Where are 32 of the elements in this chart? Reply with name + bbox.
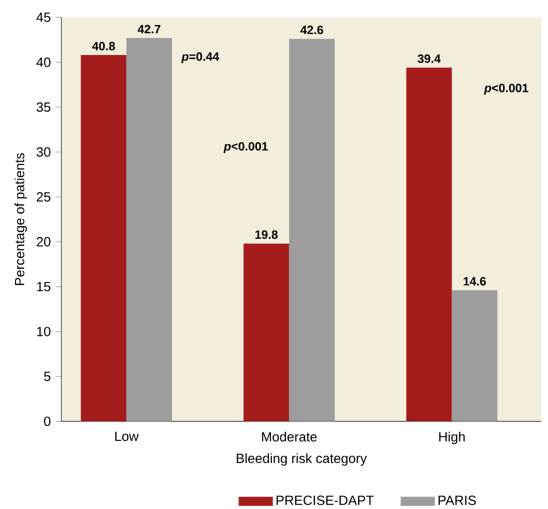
bar: [126, 38, 172, 422]
y-tick-label: 15: [37, 282, 50, 292]
y-tick-label: 40: [36, 57, 50, 67]
y-tick-label: 35: [36, 102, 50, 112]
data-label: 19.8: [255, 230, 278, 239]
annotation: p<0.001: [484, 84, 528, 94]
data-label: 39.4: [418, 54, 441, 63]
x-tick-label: High: [439, 432, 465, 444]
x-tick-label: Low: [115, 432, 139, 441]
annotation: p=0.44: [181, 52, 220, 64]
data-label: 42.6: [300, 26, 324, 34]
bar: [452, 290, 498, 422]
y-tick-label: 10: [37, 326, 50, 336]
legend-label: PRECISE-DAPT: [276, 495, 374, 505]
legend-label: PARIS: [438, 495, 476, 505]
y-tick-label: 0: [44, 416, 50, 426]
data-label: 40.8: [92, 42, 115, 50]
annotation: p<0.001: [224, 142, 268, 153]
x-tick-label: Moderate: [262, 432, 317, 442]
y-tick-label: 5: [44, 372, 50, 381]
data-label: 14.6: [464, 276, 486, 286]
y-tick-label: 30: [36, 147, 50, 157]
y-tick-label: 20: [36, 236, 50, 246]
bar: [80, 54, 126, 422]
bar: [244, 243, 290, 422]
bar: [289, 38, 335, 422]
y-tick-label: 45: [36, 12, 50, 22]
bar: [406, 67, 452, 422]
data-label: 42.7: [138, 24, 160, 34]
y-axis-title: Percentage of patients: [14, 152, 27, 285]
x-axis-title: Bleeding risk category: [236, 453, 367, 466]
y-tick-label: 25: [36, 192, 50, 202]
